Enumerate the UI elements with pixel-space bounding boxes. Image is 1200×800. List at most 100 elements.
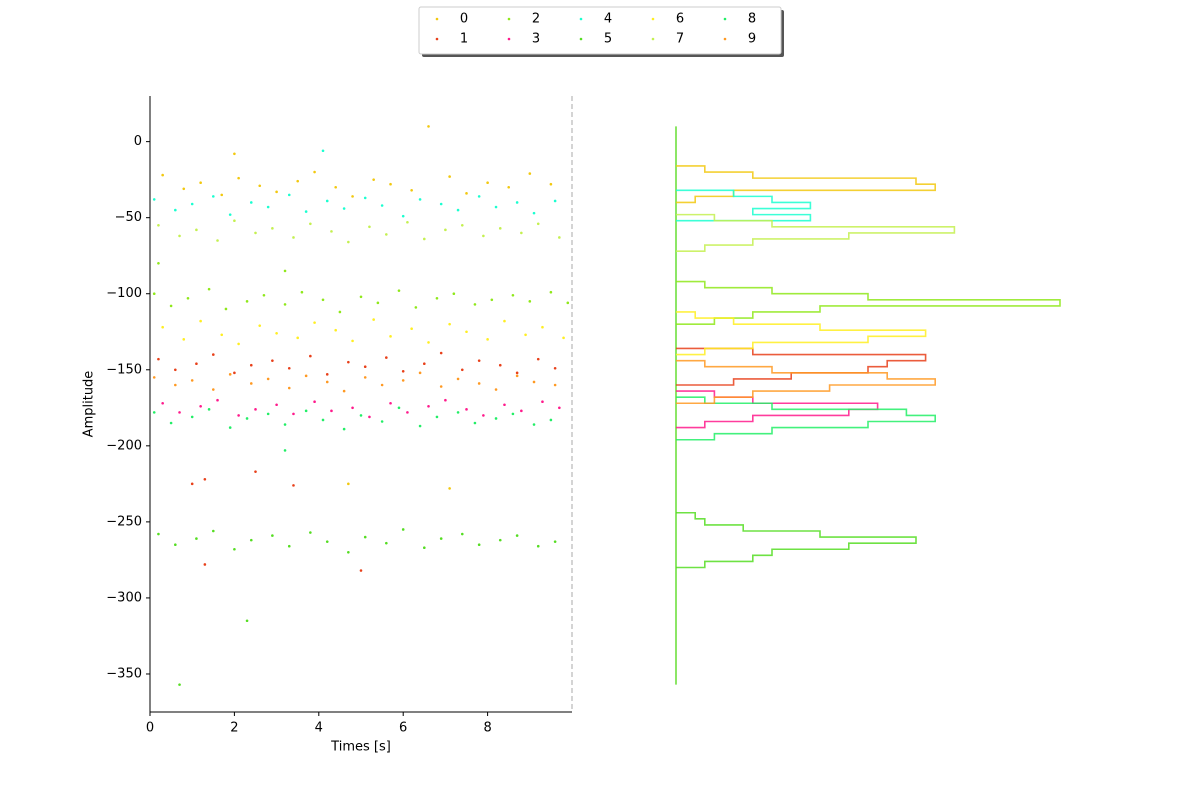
x-tick-label: 8: [483, 721, 491, 736]
point: [249, 538, 253, 542]
point: [245, 300, 249, 303]
point: [536, 222, 540, 226]
point: [444, 398, 447, 402]
legend-marker: [435, 37, 439, 41]
point: [528, 300, 532, 303]
point: [157, 532, 160, 536]
point: [553, 199, 557, 203]
point: [465, 408, 468, 411]
point: [266, 377, 270, 381]
point: [287, 193, 291, 197]
point: [435, 415, 439, 419]
point: [498, 538, 502, 542]
point: [186, 296, 190, 300]
point: [385, 541, 388, 545]
point: [342, 427, 346, 431]
point: [190, 202, 194, 206]
point: [254, 470, 257, 473]
point: [363, 376, 367, 379]
point: [174, 383, 177, 387]
point: [490, 298, 494, 302]
y-tick-label: −200: [106, 438, 142, 453]
point: [347, 482, 350, 486]
point: [275, 403, 278, 407]
point: [203, 477, 207, 481]
point: [342, 389, 346, 393]
point: [309, 222, 312, 226]
point: [520, 409, 523, 413]
point: [195, 537, 198, 540]
point: [216, 398, 219, 402]
point: [220, 193, 224, 197]
histogram: [676, 213, 956, 252]
point: [292, 412, 295, 416]
histogram: [676, 511, 917, 569]
point: [157, 357, 160, 361]
point: [410, 189, 413, 192]
legend-marker: [723, 17, 727, 21]
point: [456, 208, 460, 212]
x-tick-label: 2: [230, 721, 238, 736]
legend-label: 9: [748, 32, 756, 47]
y-tick-label: −150: [106, 362, 142, 377]
point: [473, 421, 477, 425]
histogram: [676, 347, 927, 386]
point: [271, 227, 274, 230]
y-tick-label: −100: [106, 286, 142, 301]
point: [245, 619, 249, 623]
point: [511, 293, 515, 297]
point: [233, 219, 236, 223]
point: [190, 482, 194, 486]
point: [389, 335, 392, 338]
point: [330, 230, 333, 233]
point: [549, 418, 553, 422]
point: [553, 383, 557, 387]
point: [351, 339, 354, 343]
point: [456, 377, 460, 381]
point: [228, 426, 232, 429]
point: [321, 149, 325, 153]
point: [477, 382, 481, 385]
point: [321, 298, 325, 302]
legend-label: 4: [604, 12, 612, 27]
point: [169, 304, 173, 308]
point: [258, 184, 262, 188]
point: [418, 424, 422, 428]
point: [152, 292, 156, 296]
y-tick-label: −250: [106, 514, 142, 529]
point: [448, 487, 451, 490]
point: [157, 262, 160, 265]
point: [511, 412, 515, 416]
point: [558, 406, 561, 410]
point: [477, 359, 481, 362]
point: [304, 210, 308, 213]
point: [266, 412, 270, 416]
point: [389, 401, 392, 405]
point: [494, 388, 498, 391]
point: [444, 228, 447, 232]
point: [553, 540, 557, 543]
point: [304, 409, 308, 413]
point: [435, 296, 439, 300]
legend-marker: [507, 17, 511, 21]
point: [406, 220, 409, 224]
point: [347, 240, 350, 244]
legend-label: 1: [460, 32, 468, 47]
point: [228, 213, 232, 216]
point: [309, 531, 312, 534]
legend: 0 1 2 3 4 5 6 7 8 9: [418, 6, 784, 57]
point: [224, 307, 228, 311]
point: [389, 182, 392, 186]
point: [245, 417, 249, 420]
legend-label: 6: [676, 12, 684, 27]
point: [325, 380, 329, 384]
point: [397, 406, 401, 410]
point: [401, 369, 405, 373]
point: [418, 198, 422, 201]
point: [515, 374, 519, 378]
y-tick-label: −300: [106, 590, 142, 605]
point: [237, 342, 240, 346]
point: [363, 365, 367, 369]
point: [541, 325, 544, 329]
